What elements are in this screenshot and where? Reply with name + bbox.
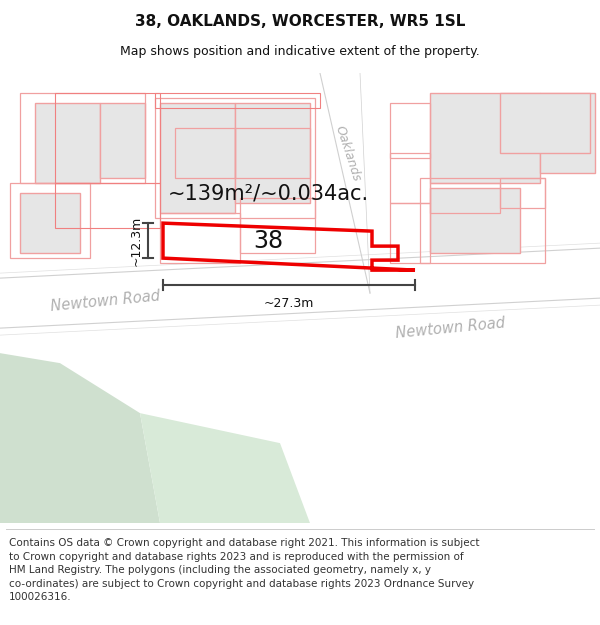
Text: ~139m²/~0.034ac.: ~139m²/~0.034ac. bbox=[167, 183, 368, 203]
Polygon shape bbox=[0, 353, 160, 523]
Polygon shape bbox=[540, 93, 595, 173]
Text: Oaklands: Oaklands bbox=[333, 124, 363, 182]
Polygon shape bbox=[35, 103, 100, 183]
Polygon shape bbox=[100, 103, 145, 178]
Polygon shape bbox=[0, 248, 600, 328]
Polygon shape bbox=[20, 193, 80, 253]
Text: Newtown Road: Newtown Road bbox=[395, 316, 505, 341]
Text: 38: 38 bbox=[253, 229, 283, 253]
Polygon shape bbox=[430, 93, 540, 183]
Polygon shape bbox=[500, 93, 590, 153]
Text: 38, OAKLANDS, WORCESTER, WR5 1SL: 38, OAKLANDS, WORCESTER, WR5 1SL bbox=[135, 14, 465, 29]
Text: Newtown Road: Newtown Road bbox=[50, 288, 160, 314]
Polygon shape bbox=[160, 103, 235, 213]
Polygon shape bbox=[430, 188, 520, 253]
Polygon shape bbox=[140, 413, 310, 523]
Polygon shape bbox=[235, 103, 310, 203]
Text: ~12.3m: ~12.3m bbox=[130, 216, 143, 266]
Text: ~27.3m: ~27.3m bbox=[264, 297, 314, 310]
Polygon shape bbox=[320, 73, 370, 293]
Text: Map shows position and indicative extent of the property.: Map shows position and indicative extent… bbox=[120, 46, 480, 59]
Text: Contains OS data © Crown copyright and database right 2021. This information is : Contains OS data © Crown copyright and d… bbox=[9, 538, 479, 602]
